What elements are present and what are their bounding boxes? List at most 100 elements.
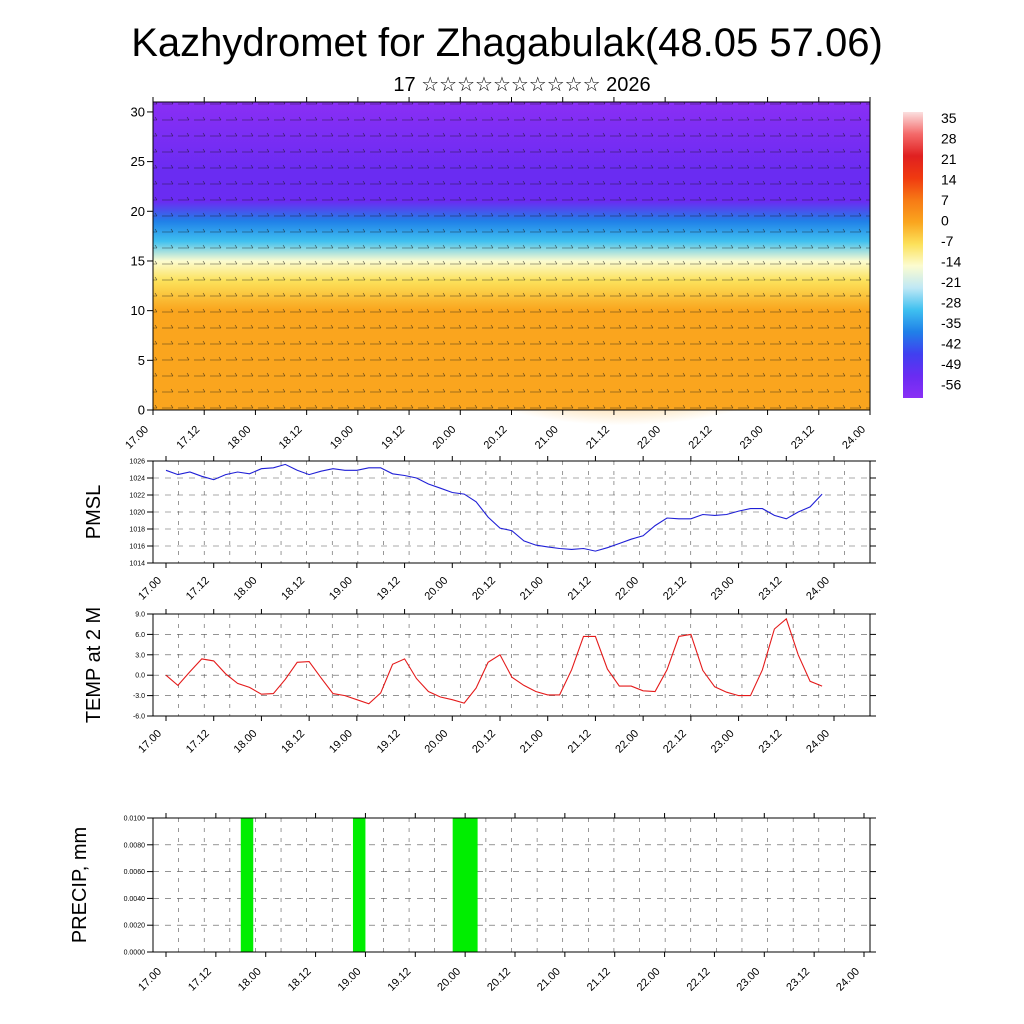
chart-subtitle: 17 ☆☆☆☆☆☆☆☆☆☆ 2026: [393, 74, 650, 96]
x-tick-label: 17.12: [184, 575, 212, 603]
x-tick-label: 21.12: [585, 966, 613, 994]
x-tick-label: 20.00: [430, 424, 458, 452]
y-tick-label: 0.0060: [124, 869, 146, 876]
x-tick-label: 23.00: [738, 424, 766, 452]
precip-bar: [240, 818, 254, 952]
x-tick-label: 20.00: [422, 728, 450, 756]
x-tick-label: 21.00: [535, 966, 563, 994]
y-tick-label: 25: [131, 154, 145, 169]
x-tick-label: 21.00: [518, 728, 546, 756]
pmsl-ylabel: PMSL: [83, 485, 105, 539]
y-tick-label: 0: [138, 403, 145, 418]
x-tick-label: 19.00: [327, 575, 355, 603]
y-tick-label: 20: [131, 204, 145, 219]
y-tick-label: 1024: [129, 475, 145, 482]
x-tick-label: 22.00: [635, 424, 663, 452]
x-tick-label: 23.12: [756, 575, 784, 603]
precip-bar: [452, 818, 478, 952]
y-tick-label: 30: [131, 104, 145, 119]
x-tick-label: 17.12: [174, 424, 202, 452]
x-tick-label: 19.00: [336, 966, 364, 994]
x-tick-label: 24.00: [804, 728, 832, 756]
x-tick-label: 24.00: [840, 424, 868, 452]
colorbar-label: -28: [941, 295, 961, 311]
x-tick-label: 23.12: [756, 728, 784, 756]
x-tick-label: 18.12: [279, 575, 307, 603]
colorbar-label: -42: [941, 336, 961, 352]
x-tick-label: 21.12: [584, 424, 612, 452]
y-tick-label: 0.0: [135, 673, 145, 680]
x-tick-label: 21.12: [566, 728, 594, 756]
temp2m-ylabel: TEMP at 2 M: [83, 607, 105, 723]
temp2m-panel: -6.0 -3.0 0.0 3.0 6.0 9.0 17.00 17.12 18.00 18.12…: [83, 607, 876, 756]
y-tick-label: 1022: [129, 492, 145, 499]
x-tick-label: 22.12: [687, 424, 715, 452]
x-tick-label: 18.00: [226, 424, 254, 452]
x-tick-label: 20.12: [485, 966, 513, 994]
colorbar-label: 21: [941, 151, 957, 167]
x-tick-label: 17.12: [186, 966, 214, 994]
y-tick-label: 0.0080: [124, 842, 146, 849]
x-tick-label: 21.00: [518, 575, 546, 603]
x-tick-label: 23.00: [734, 966, 762, 994]
y-tick-label: 6.0: [135, 632, 145, 639]
x-tick-label: 17.00: [123, 424, 151, 452]
y-tick-label: 10: [131, 303, 145, 318]
x-tick-label: 23.00: [709, 575, 737, 603]
y-tick-label: 15: [131, 254, 145, 269]
x-tick-label: 17.00: [136, 966, 164, 994]
x-tick-label: 23.00: [709, 728, 737, 756]
colorbar-label: -56: [941, 377, 961, 393]
y-tick-label: 1020: [129, 509, 145, 516]
y-tick-label: 1014: [129, 560, 145, 567]
x-tick-label: 17.00: [136, 575, 164, 603]
colorbar-label: -7: [941, 233, 954, 249]
x-tick-label: 24.00: [804, 575, 832, 603]
y-tick-label: -3.0: [133, 693, 145, 700]
x-tick-label: 22.12: [685, 966, 713, 994]
y-tick-label: 0.0100: [124, 815, 146, 822]
x-tick-label: 20.00: [435, 966, 463, 994]
x-tick-label: 18.00: [236, 966, 264, 994]
colorbar-label: -14: [941, 254, 961, 270]
x-tick-label: 22.12: [661, 575, 689, 603]
colorbar-label: -49: [941, 356, 961, 372]
x-tick-label: 22.00: [635, 966, 663, 994]
x-tick-label: 19.12: [375, 575, 403, 603]
x-tick-label: 23.12: [789, 424, 817, 452]
x-tick-label: 18.00: [232, 728, 260, 756]
x-tick-label: 19.00: [328, 424, 356, 452]
x-tick-label: 17.00: [136, 728, 164, 756]
x-tick-label: 22.00: [613, 575, 641, 603]
colorbar-label: 7: [941, 192, 949, 208]
chart-title: Kazhydromet for Zhagabulak(48.05 57.06): [131, 21, 883, 65]
x-tick-label: 18.12: [277, 424, 305, 452]
y-tick-label: 9.0: [135, 611, 145, 618]
precip-bar: [352, 818, 366, 952]
colorbar-label: -21: [941, 274, 961, 290]
plot-frame: [152, 613, 871, 717]
y-tick-label: 0.0000: [124, 949, 146, 956]
colorbar-label: 14: [941, 172, 957, 188]
x-tick-label: 22.12: [661, 728, 689, 756]
y-tick-label: 0.0020: [124, 923, 146, 930]
x-tick-label: 20.12: [470, 728, 498, 756]
y-tick-label: 1018: [129, 526, 145, 533]
colorbar-label: 28: [941, 131, 957, 147]
x-tick-label: 18.00: [232, 575, 260, 603]
precip-panel: 0.0000 0.0020 0.0040 0.0060 0.0080 0.0100 17.0…: [69, 813, 876, 994]
x-tick-label: 22.00: [613, 728, 641, 756]
pmsl-line: [165, 463, 823, 552]
temp2m-line: [165, 617, 823, 705]
y-tick-label: 5: [138, 353, 145, 368]
plot-frame: [152, 817, 871, 953]
x-tick-label: 20.12: [470, 575, 498, 603]
y-tick-label: 1026: [129, 458, 145, 465]
x-tick-label: 19.12: [385, 966, 413, 994]
x-tick-label: 20.12: [482, 424, 510, 452]
precip-ylabel: PRECIP, mm: [69, 827, 91, 943]
pmsl-panel: 1014 1016 1018 1020 1022 1024 1026 17.00 17.12 18…: [83, 456, 876, 603]
x-tick-label: 24.00: [834, 966, 862, 994]
y-tick-label: 3.0: [135, 652, 145, 659]
